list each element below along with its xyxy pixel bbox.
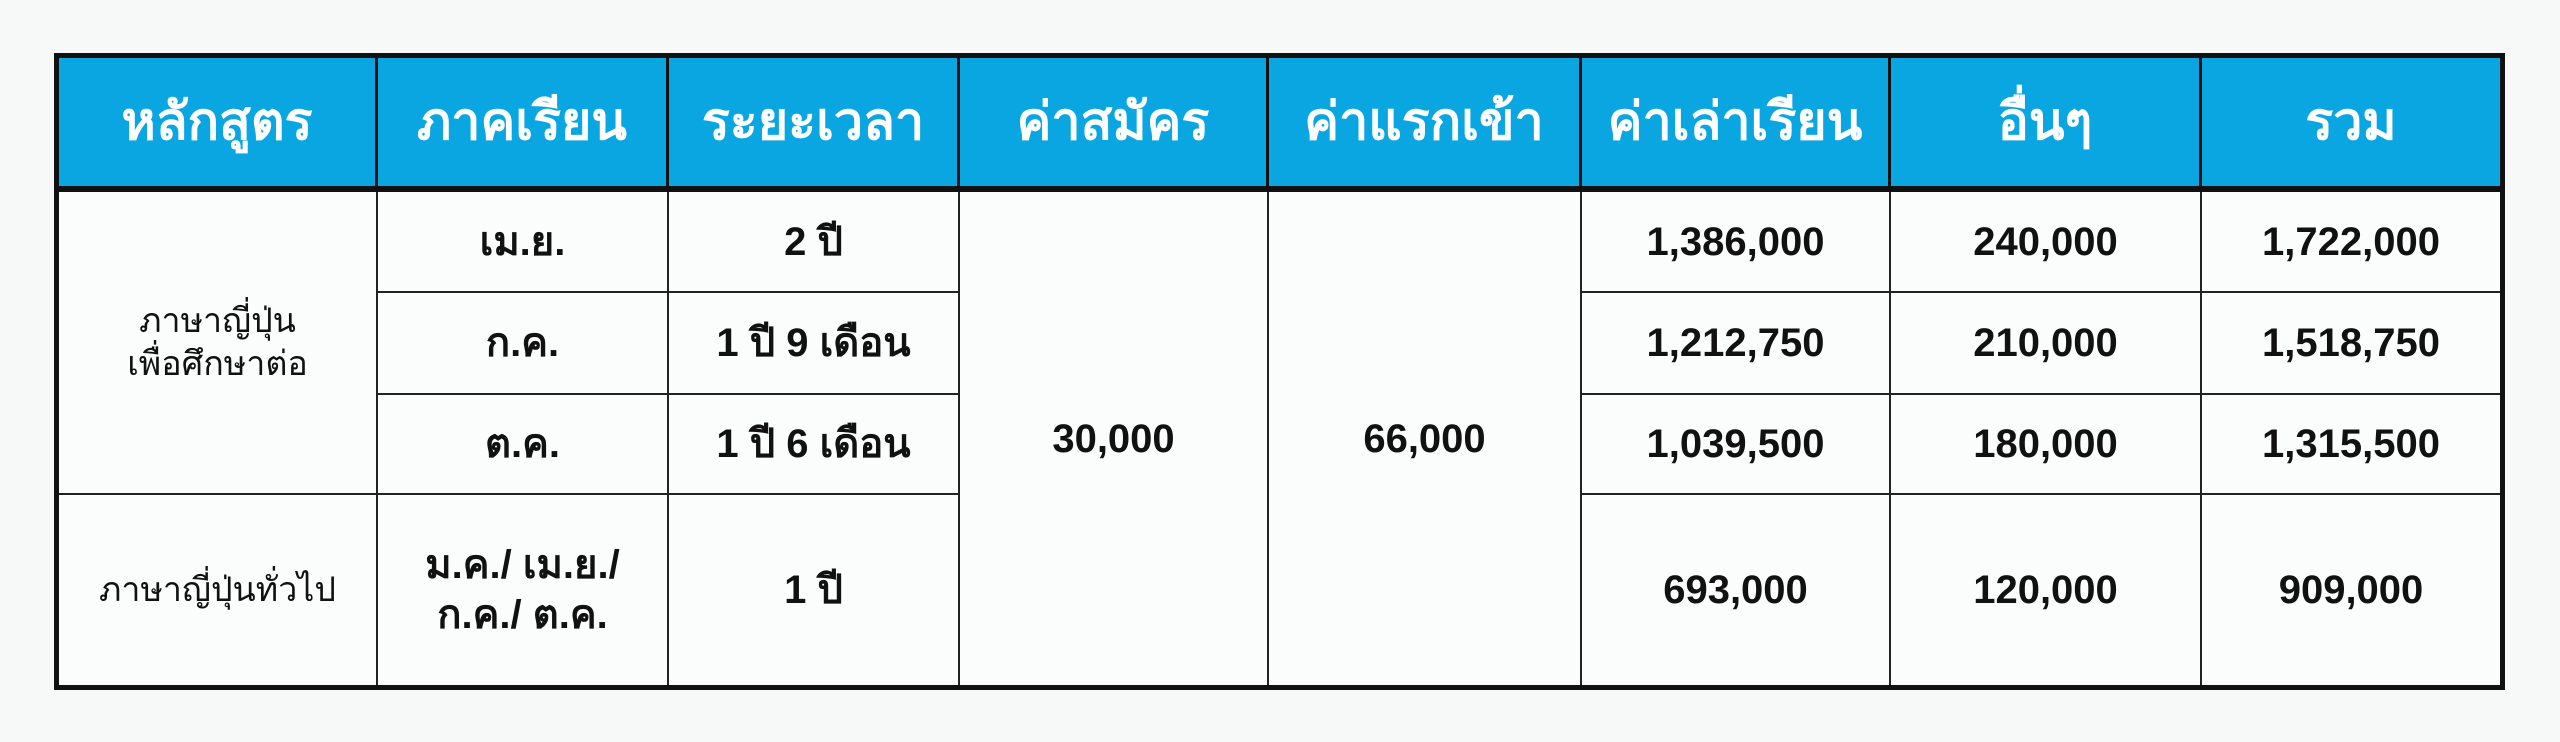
- duration-cell: 1 ปี 9 เดือน: [669, 293, 960, 395]
- application-fee: 30,000: [960, 192, 1269, 685]
- header-tuition: ค่าเล่าเรียน: [1582, 58, 1891, 192]
- entrance-fee: 66,000: [1269, 192, 1582, 685]
- term-cell: เม.ย.: [378, 192, 669, 293]
- duration-cell: 1 ปี: [669, 495, 960, 685]
- header-course: หลักสูตร: [59, 58, 378, 192]
- tuition-cell: 1,212,750: [1582, 293, 1891, 395]
- term-cell: ก.ค.: [378, 293, 669, 395]
- course-name-study-abroad: ภาษาญี่ปุ่น เพื่อศึกษาต่อ: [59, 192, 378, 495]
- header-entrance-fee: ค่าแรกเข้า: [1269, 58, 1582, 192]
- course-name-general: ภาษาญี่ปุ่นทั่วไป: [59, 495, 378, 685]
- other-cell: 180,000: [1891, 395, 2202, 495]
- course-name-line: ภาษาญี่ปุ่น: [139, 302, 296, 340]
- header-application-fee: ค่าสมัคร: [960, 58, 1269, 192]
- duration-cell: 2 ปี: [669, 192, 960, 293]
- header-other: อื่นๆ: [1891, 58, 2202, 192]
- tuition-cell: 693,000: [1582, 495, 1891, 685]
- term-line: ก.ค./ ต.ค.: [437, 593, 608, 637]
- header-term: ภาคเรียน: [378, 58, 669, 192]
- header-total: รวม: [2202, 58, 2500, 192]
- term-cell: ต.ค.: [378, 395, 669, 495]
- other-cell: 240,000: [1891, 192, 2202, 293]
- other-cell: 120,000: [1891, 495, 2202, 685]
- tuition-fee-table: หลักสูตร ภาคเรียน ระยะเวลา ค่าสมัคร ค่าแ…: [54, 53, 2505, 690]
- other-cell: 210,000: [1891, 293, 2202, 395]
- total-cell: 1,315,500: [2202, 395, 2500, 495]
- tuition-cell: 1,386,000: [1582, 192, 1891, 293]
- term-line: ม.ค./ เม.ย./: [425, 543, 620, 587]
- total-cell: 1,518,750: [2202, 293, 2500, 395]
- tuition-cell: 1,039,500: [1582, 395, 1891, 495]
- term-cell: ม.ค./ เม.ย./ ก.ค./ ต.ค.: [378, 495, 669, 685]
- total-cell: 909,000: [2278, 568, 2424, 612]
- course-name-line: เพื่อศึกษาต่อ: [127, 344, 308, 383]
- duration-cell: 1 ปี 6 เดือน: [669, 395, 960, 495]
- total-cell: 1,722,000: [2202, 192, 2500, 293]
- header-duration: ระยะเวลา: [669, 58, 960, 192]
